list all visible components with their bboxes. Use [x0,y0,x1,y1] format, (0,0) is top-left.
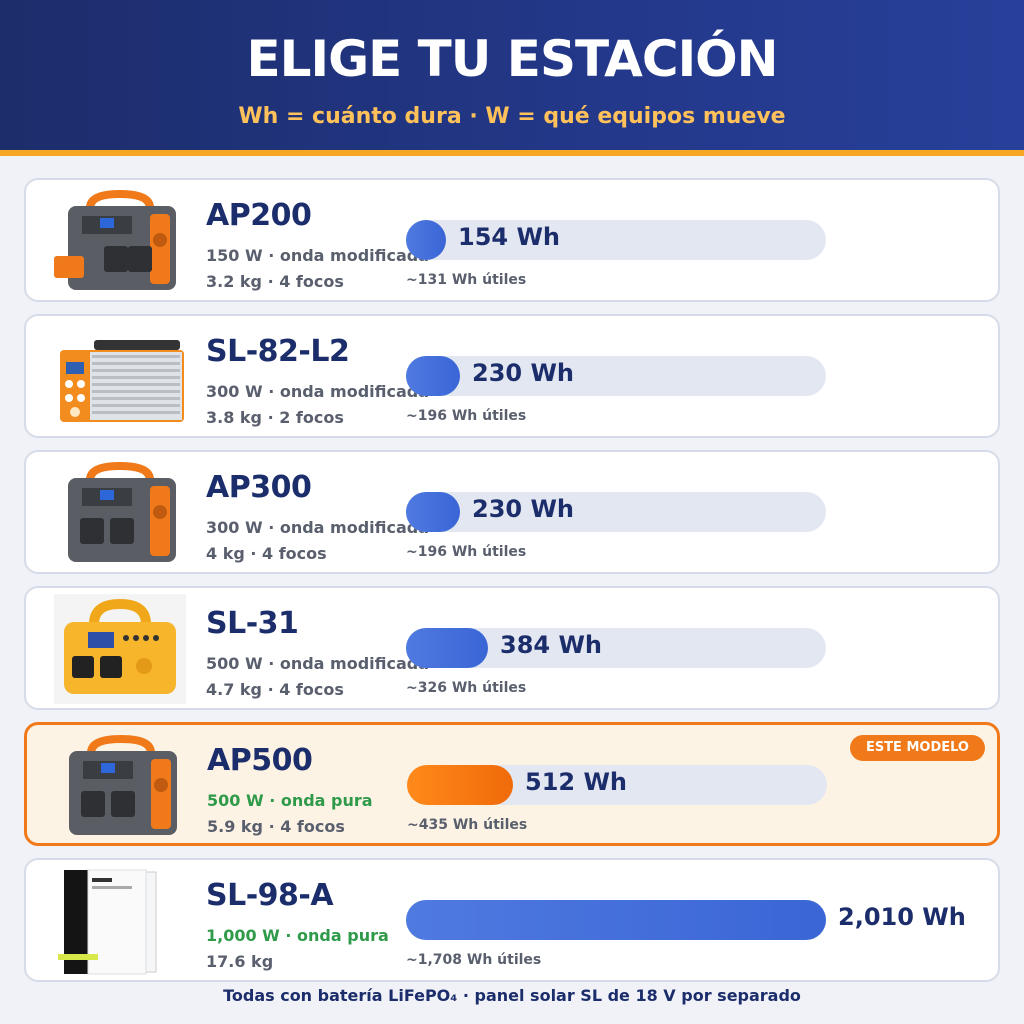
capacity-value: 2,010 Wh [838,903,966,931]
capacity-bar-fill [406,356,460,396]
capacity-bar-track [406,900,826,940]
product-weight: 17.6 kg [206,952,274,971]
product-power: 300 W · onda modificada [206,382,430,401]
product-name: SL-31 [206,606,299,641]
product-power: 500 W · onda modificada [206,654,430,673]
product-weight: 3.8 kg · 2 focos [206,408,344,427]
product-power: 300 W · onda modificada [206,518,430,537]
product-weight: 4 kg · 4 focos [206,544,327,563]
useful-capacity: ~196 Wh útiles [406,544,527,560]
product-image [55,731,187,841]
useful-capacity: ~326 Wh útiles [406,680,527,696]
useful-capacity: ~1,708 Wh útiles [406,952,542,968]
capacity-value: 384 Wh [500,631,603,659]
product-card-ap500[interactable]: AP500 500 W · onda pura 5.9 kg · 4 focos… [24,722,1000,846]
useful-capacity: ~131 Wh útiles [406,272,527,288]
product-weight: 4.7 kg · 4 focos [206,680,344,699]
product-power: 500 W · onda pura [207,791,373,810]
product-image [54,186,186,296]
capacity-bar-fill [406,220,446,260]
product-weight: 5.9 kg · 4 focos [207,817,345,836]
capacity-bar-track [407,765,827,805]
capacity-value: 230 Wh [472,495,575,523]
capacity-bar-fill [406,900,826,940]
product-name: SL-98-A [206,878,334,913]
product-name: SL-82-L2 [206,334,350,369]
product-image [54,322,186,432]
capacity-value: 512 Wh [525,768,628,796]
product-image [54,458,186,568]
product-image [54,594,186,704]
capacity-bar-track [406,628,826,668]
product-card-ap300[interactable]: AP300 300 W · onda modificada 4 kg · 4 f… [24,450,1000,574]
header-stripe [0,150,1024,156]
capacity-bar-track [406,492,826,532]
product-name: AP300 [206,470,312,505]
capacity-value: 154 Wh [458,223,561,251]
product-name: AP200 [206,198,312,233]
product-power: 150 W · onda modificada [206,246,430,265]
capacity-bar-fill [407,765,513,805]
product-image [54,866,186,976]
capacity-bar-fill [406,492,460,532]
capacity-bar-track [406,356,826,396]
product-card-sl-82-l2[interactable]: SL-82-L2 300 W · onda modificada 3.8 kg … [24,314,1000,438]
product-card-sl-98-a[interactable]: SL-98-A 1,000 W · onda pura 17.6 kg 2,01… [24,858,1000,982]
product-weight: 3.2 kg · 4 focos [206,272,344,291]
capacity-value: 230 Wh [472,359,575,387]
product-name: AP500 [207,743,313,778]
product-power: 1,000 W · onda pura [206,926,389,945]
capacity-bar-track [406,220,826,260]
product-card-sl-31[interactable]: SL-31 500 W · onda modificada 4.7 kg · 4… [24,586,1000,710]
footer-note: Todas con batería LiFePO₄ · panel solar … [223,986,801,1005]
page-title: ELIGE TU ESTACIÓN [246,30,778,88]
page-subtitle: Wh = cuánto dura · W = qué equipos mueve [238,104,786,129]
useful-capacity: ~196 Wh útiles [406,408,527,424]
current-model-badge: ESTE MODELO [849,735,985,761]
useful-capacity: ~435 Wh útiles [407,817,528,833]
header: ELIGE TU ESTACIÓN Wh = cuánto dura · W =… [0,0,1024,150]
capacity-bar-fill [406,628,488,668]
product-card-ap200[interactable]: AP200 150 W · onda modificada 3.2 kg · 4… [24,178,1000,302]
